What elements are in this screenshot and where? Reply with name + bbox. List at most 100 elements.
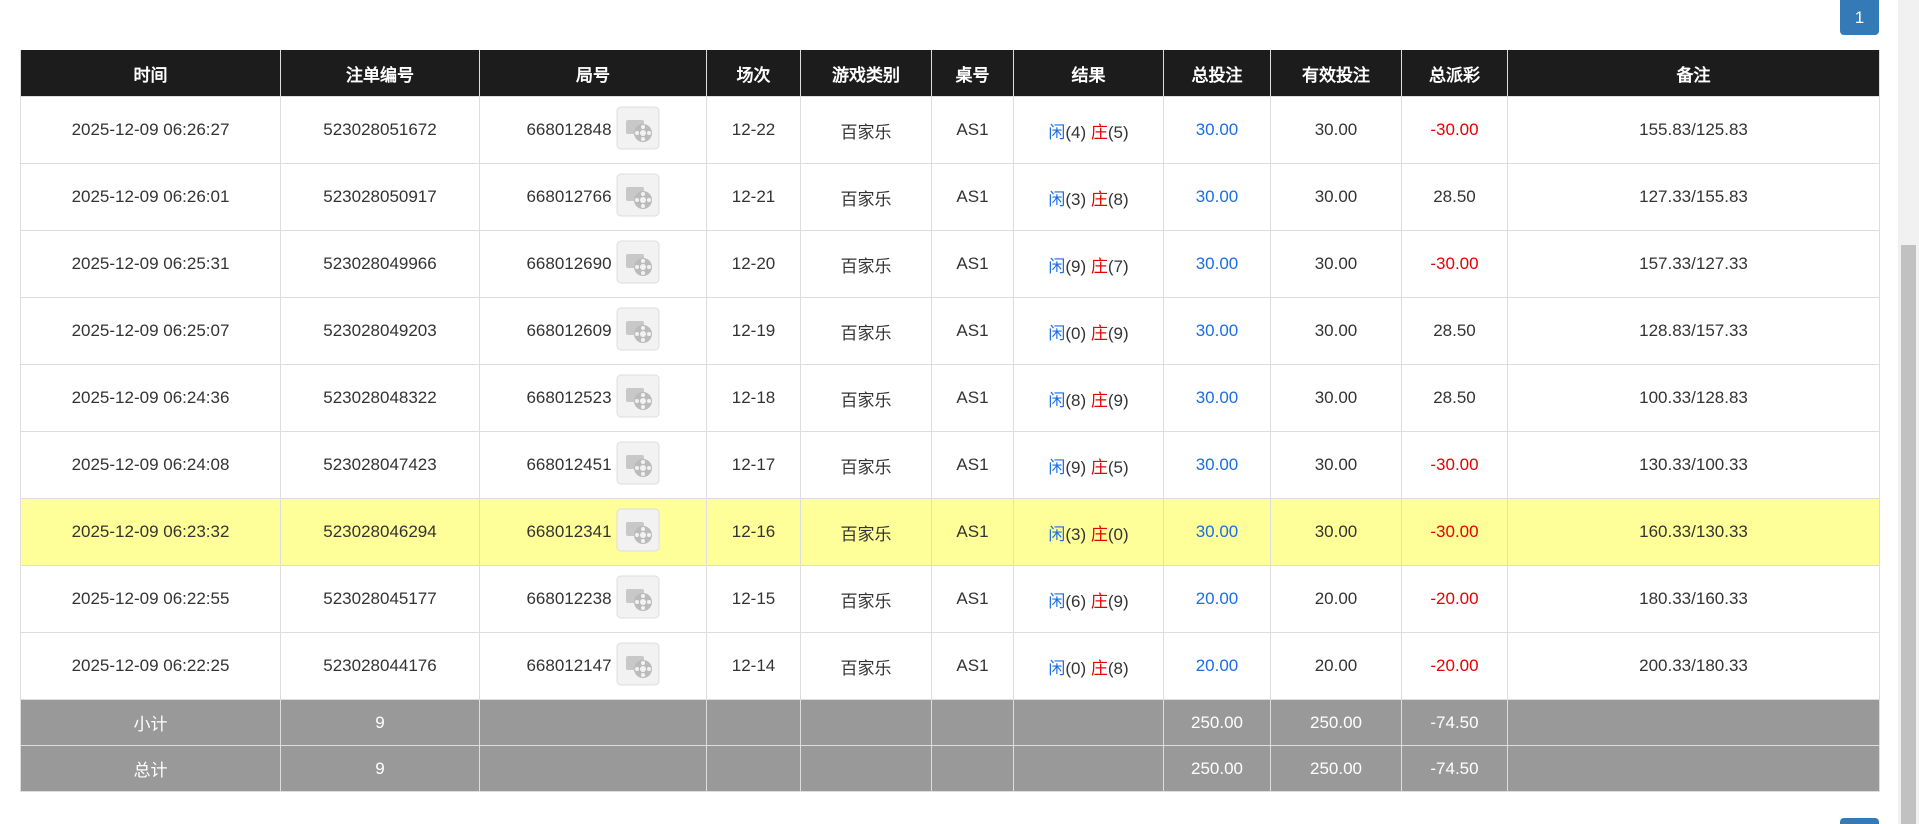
table-row: 2025-12-09 06:26:01 523028050917 668012766… — [20, 163, 1880, 231]
valid-bet-cell: 30.00 — [1270, 364, 1402, 432]
player-score: (6) — [1065, 591, 1087, 611]
time-cell: 2025-12-09 06:25:07 — [20, 297, 281, 365]
player-label: 闲 — [1048, 591, 1066, 611]
summary-count: 9 — [280, 699, 480, 746]
round-no-cell: 668012609 — [479, 297, 707, 365]
empty-cell — [931, 745, 1014, 792]
time-cell: 2025-12-09 06:23:32 — [20, 498, 281, 566]
remark-cell: 130.33/100.33 — [1507, 431, 1880, 499]
banker-label: 庄 — [1090, 189, 1108, 209]
round-no: 668012609 — [526, 320, 612, 340]
column-header: 备注 — [1507, 50, 1880, 97]
table-row: 2025-12-09 06:22:25 523028044176 668012147… — [20, 632, 1880, 700]
round-no-cell: 668012523 — [479, 364, 707, 432]
summary-count: 9 — [280, 745, 480, 792]
summary-total-bet: 250.00 — [1163, 699, 1271, 746]
payout-cell: 28.50 — [1401, 297, 1508, 365]
summary-valid-bet: 250.00 — [1270, 745, 1402, 792]
session-cell: 12-17 — [706, 431, 801, 499]
player-score: (0) — [1065, 323, 1087, 343]
total-bet-cell: 30.00 — [1163, 297, 1271, 365]
video-icon[interactable] — [616, 240, 660, 289]
round-no-cell: 668012147 — [479, 632, 707, 700]
payout-cell: -30.00 — [1401, 431, 1508, 499]
result-cell: 闲(0) 庄(8) — [1013, 632, 1164, 700]
column-header: 游戏类别 — [800, 50, 932, 97]
payout-cell: -20.00 — [1401, 632, 1508, 700]
remark-cell: 200.33/180.33 — [1507, 632, 1880, 700]
video-icon[interactable] — [616, 642, 660, 691]
table-cell: AS1 — [931, 364, 1014, 432]
column-header: 场次 — [706, 50, 801, 97]
player-label: 闲 — [1048, 390, 1066, 410]
banker-label: 庄 — [1090, 457, 1108, 477]
video-icon[interactable] — [616, 575, 660, 624]
table-cell: AS1 — [931, 297, 1014, 365]
payout-cell: -30.00 — [1401, 230, 1508, 298]
video-icon[interactable] — [616, 106, 660, 155]
round-no: 668012690 — [526, 253, 612, 273]
result-cell: 闲(3) 庄(8) — [1013, 163, 1164, 231]
video-icon[interactable] — [616, 441, 660, 490]
remark-cell: 157.33/127.33 — [1507, 230, 1880, 298]
round-no-cell: 668012848 — [479, 96, 707, 164]
round-no-cell: 668012766 — [479, 163, 707, 231]
page-button[interactable] — [1840, 818, 1879, 824]
time-cell: 2025-12-09 06:26:27 — [20, 96, 281, 164]
column-header: 结果 — [1013, 50, 1164, 97]
banker-label: 庄 — [1090, 390, 1108, 410]
page-button[interactable]: 1 — [1840, 0, 1879, 35]
remark-cell: 155.83/125.83 — [1507, 96, 1880, 164]
video-icon[interactable] — [616, 307, 660, 356]
round-no: 668012341 — [526, 521, 612, 541]
player-label: 闲 — [1048, 122, 1066, 142]
empty-cell — [1507, 699, 1880, 746]
summary-valid-bet: 250.00 — [1270, 699, 1402, 746]
remark-cell: 180.33/160.33 — [1507, 565, 1880, 633]
order-no-cell: 523028050917 — [280, 163, 480, 231]
banker-score: (8) — [1107, 658, 1129, 678]
round-no: 668012848 — [526, 119, 612, 139]
round-no: 668012238 — [526, 588, 612, 608]
player-score: (9) — [1065, 256, 1087, 276]
order-no-cell: 523028051672 — [280, 96, 480, 164]
player-label: 闲 — [1048, 658, 1066, 678]
scrollbar-thumb[interactable] — [1901, 245, 1916, 824]
empty-cell — [800, 699, 932, 746]
empty-cell — [706, 699, 801, 746]
banker-score: (0) — [1107, 524, 1129, 544]
banker-score: (9) — [1107, 323, 1129, 343]
banker-label: 庄 — [1090, 524, 1108, 544]
empty-cell — [479, 699, 707, 746]
player-label: 闲 — [1048, 524, 1066, 544]
total-bet-cell: 30.00 — [1163, 364, 1271, 432]
table-row: 2025-12-09 06:24:08 523028047423 668012451… — [20, 431, 1880, 499]
banker-score: (9) — [1107, 390, 1129, 410]
table-body: 2025-12-09 06:26:27 523028051672 668012848… — [20, 96, 1880, 792]
player-label: 闲 — [1048, 256, 1066, 276]
header-row: 时间 注单编号 局号 场次 游戏类别 桌号 结果 总投注 有效投注 总派彩 备注 — [20, 50, 1880, 97]
summary-row: 总计 9 250.00 250.00 -74.50 — [20, 745, 1880, 792]
round-no: 668012451 — [526, 454, 612, 474]
column-header: 时间 — [20, 50, 281, 97]
total-bet-cell: 30.00 — [1163, 96, 1271, 164]
empty-cell — [800, 745, 932, 792]
banker-label: 庄 — [1090, 323, 1108, 343]
player-score: (4) — [1065, 122, 1087, 142]
total-bet-cell: 30.00 — [1163, 163, 1271, 231]
table-cell: AS1 — [931, 498, 1014, 566]
remark-cell: 160.33/130.33 — [1507, 498, 1880, 566]
video-icon[interactable] — [616, 374, 660, 423]
video-icon[interactable] — [616, 173, 660, 222]
result-cell: 闲(4) 庄(5) — [1013, 96, 1164, 164]
payout-cell: 28.50 — [1401, 364, 1508, 432]
payout-cell: -30.00 — [1401, 96, 1508, 164]
order-no-cell: 523028047423 — [280, 431, 480, 499]
valid-bet-cell: 30.00 — [1270, 163, 1402, 231]
video-icon[interactable] — [616, 508, 660, 557]
order-no-cell: 523028045177 — [280, 565, 480, 633]
empty-cell — [1013, 745, 1164, 792]
game-cell: 百家乐 — [800, 230, 932, 298]
table-row: 2025-12-09 06:22:55 523028045177 668012238… — [20, 565, 1880, 633]
